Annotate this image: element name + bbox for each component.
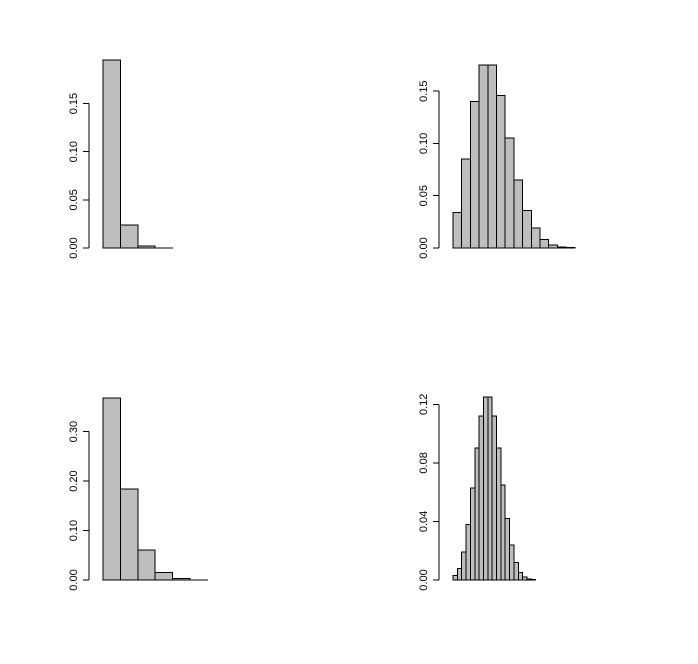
- bar-2: [119, 224, 139, 249]
- bar-4: [154, 572, 174, 581]
- y-tick-label: 0.05: [418, 185, 430, 206]
- bar-15: [513, 561, 519, 581]
- y-tick-label: 0.20: [68, 470, 80, 491]
- bar-13: [504, 518, 511, 581]
- histogram-panel-4: 0.00 0.04 0.08 0.12: [418, 394, 537, 591]
- bar-1: [452, 211, 463, 249]
- y-tick-label: 0.08: [418, 452, 430, 473]
- bar-7: [504, 137, 515, 249]
- bar-16: [517, 572, 524, 581]
- bar-10: [491, 415, 497, 581]
- bar-10: [530, 227, 541, 249]
- y-tick-label: 0.00: [68, 237, 80, 258]
- bar-11: [496, 447, 502, 581]
- bar-12: [500, 484, 506, 581]
- bar-5: [487, 64, 497, 249]
- bar-8: [513, 179, 524, 249]
- bar-1: [452, 575, 458, 581]
- bar-7: [478, 415, 484, 581]
- bar-6: [474, 447, 480, 581]
- y-tick-label: 0.10: [68, 141, 80, 162]
- y-tick-label: 0.10: [68, 520, 80, 541]
- bar-5: [469, 487, 476, 581]
- bar-13: [556, 246, 567, 249]
- bar-5: [172, 578, 191, 581]
- y-tick-label: 0.00: [68, 569, 80, 590]
- bar-18: [526, 578, 532, 581]
- bar-3: [137, 245, 156, 249]
- y-tick-label: 0.04: [418, 511, 430, 532]
- bar-2: [119, 488, 139, 581]
- bar-8: [482, 396, 489, 581]
- y-tick-label: 0.05: [68, 189, 80, 210]
- bar-3: [461, 551, 467, 581]
- bar-14: [509, 544, 515, 581]
- y-tick-label: 0.00: [418, 569, 430, 590]
- y-tick-label: 0.30: [68, 421, 80, 442]
- bar-6: [496, 94, 506, 249]
- bar-4: [478, 64, 489, 249]
- bar-11: [539, 239, 550, 249]
- bar-3: [137, 549, 156, 581]
- bar-4: [465, 523, 471, 581]
- bar-9: [487, 396, 493, 581]
- bar-2: [461, 158, 471, 249]
- bar-2: [456, 567, 463, 581]
- y-tick-label: 0.12: [418, 394, 430, 415]
- y-tick-label: 0.00: [418, 237, 430, 258]
- histogram-panel-3: 0.00 0.10 0.20 0.30: [68, 397, 208, 591]
- y-tick-label: 0.15: [68, 93, 80, 114]
- bar-17: [522, 576, 528, 581]
- bar-3: [469, 101, 480, 249]
- bar-12: [548, 244, 558, 249]
- bar-1: [102, 59, 121, 249]
- bar-9: [522, 209, 532, 249]
- y-tick-label: 0.15: [418, 80, 430, 101]
- bar-1: [102, 397, 121, 581]
- y-tick-label: 0.10: [418, 133, 430, 154]
- histogram-panel-1: 0.00 0.05 0.10 0.15: [68, 59, 174, 259]
- histogram-panel-2: 0.00 0.05 0.10 0.15: [418, 64, 576, 259]
